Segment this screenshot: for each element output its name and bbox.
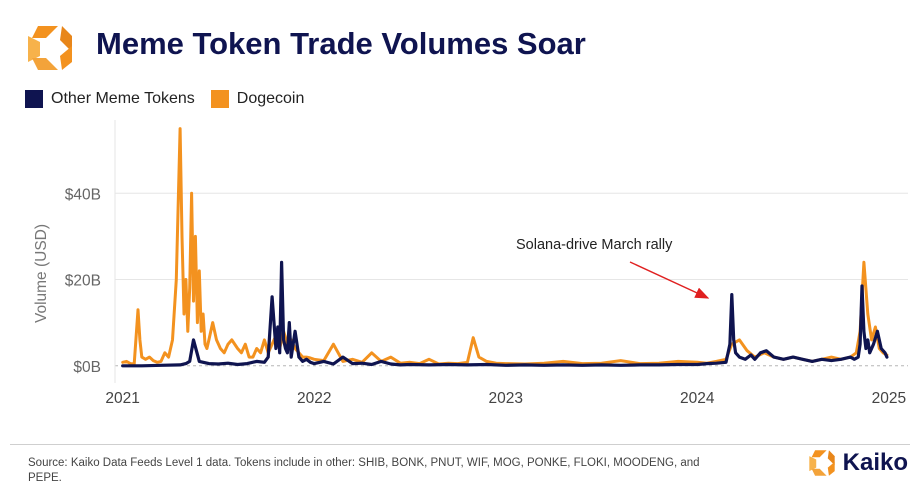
kaiko-logo-icon (808, 450, 835, 476)
x-tick-label: 2021 (105, 390, 139, 407)
series-line-dogecoin (121, 127, 889, 366)
x-tick-label: 2025 (872, 390, 906, 407)
brand-name: Kaiko (842, 449, 908, 476)
annotation-arrow (629, 261, 710, 299)
kaiko-logo-icon (28, 26, 72, 70)
annotation: Solana-drive March rally (516, 237, 710, 299)
annotation-text: Solana-drive March rally (516, 237, 673, 253)
y-tick-label: $20B (65, 273, 101, 290)
series-line-other-meme-tokens (121, 260, 889, 368)
legend-label-other-meme-tokens: Other Meme Tokens (51, 90, 195, 107)
chart-title: Meme Token Trade Volumes Soar (96, 26, 586, 61)
series-lines (121, 127, 889, 368)
volume-line-chart: $0B $20B $40B 2021 2022 2023 2024 2025 Volume (U… (33, 120, 908, 407)
footer-brand: Kaiko (807, 448, 908, 478)
legend-item-other-meme-tokens: Other Meme Tokens (25, 90, 195, 108)
legend-swatch-dogecoin (210, 90, 229, 108)
legend-swatch-other-meme-tokens (25, 90, 43, 108)
source-note: Source: Kaiko Data Feeds Level 1 data. T… (28, 457, 700, 484)
footer-divider (10, 444, 910, 445)
y-tick-label: $0B (73, 359, 101, 376)
x-tick-label: 2023 (489, 390, 523, 407)
y-tick-label: $40B (65, 186, 101, 203)
legend-item-dogecoin: Dogecoin (210, 90, 305, 108)
x-tick-label: 2024 (680, 390, 715, 407)
x-tick-label: 2022 (297, 390, 331, 407)
axes: $0B $20B $40B 2021 2022 2023 2024 2025 Volume (U… (33, 186, 906, 407)
legend-label-dogecoin: Dogecoin (236, 90, 305, 107)
chart-legend: Other Meme Tokens Dogecoin (25, 90, 320, 108)
y-axis-title: Volume (USD) (33, 224, 50, 323)
